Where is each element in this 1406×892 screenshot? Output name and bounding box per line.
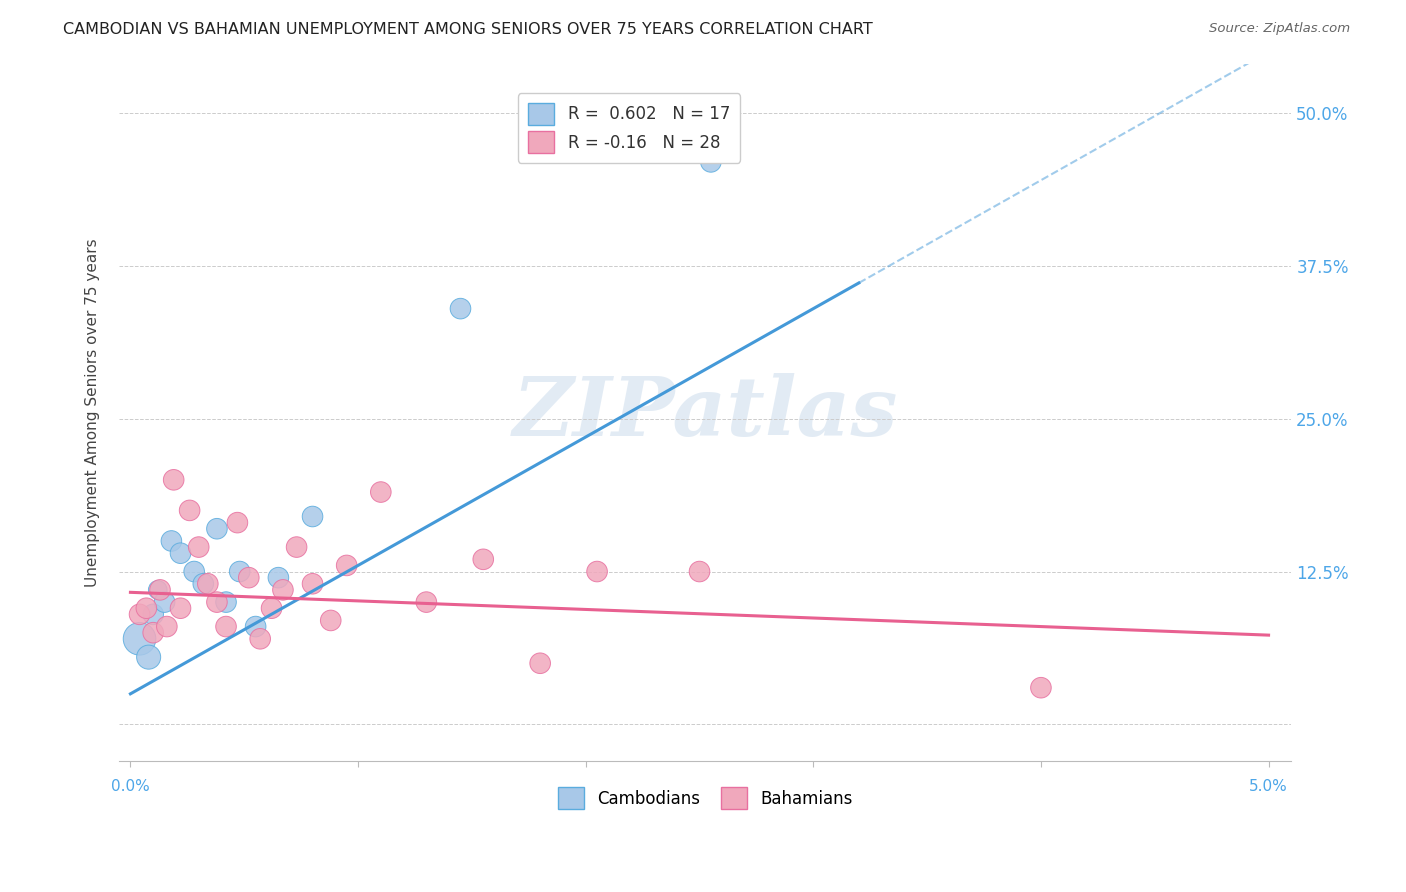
Point: [146, 582, 169, 597]
Legend: Cambodians, Bahamians: Cambodians, Bahamians: [551, 780, 859, 815]
Text: 0.0%: 0.0%: [111, 780, 150, 795]
Point: [689, 565, 711, 579]
Point: [153, 595, 176, 609]
Point: [319, 614, 342, 628]
Point: [285, 540, 308, 554]
Point: [529, 657, 551, 671]
Point: [205, 522, 228, 536]
Point: [238, 571, 260, 585]
Point: [700, 154, 723, 169]
Point: [301, 576, 323, 591]
Point: [301, 509, 323, 524]
Point: [128, 632, 150, 646]
Text: ZIPatlas: ZIPatlas: [512, 373, 898, 452]
Point: [169, 546, 191, 560]
Point: [128, 607, 150, 622]
Point: [215, 595, 238, 609]
Point: [215, 619, 238, 633]
Text: Source: ZipAtlas.com: Source: ZipAtlas.com: [1209, 22, 1350, 36]
Point: [336, 558, 359, 573]
Point: [169, 601, 191, 615]
Point: [415, 595, 437, 609]
Point: [260, 601, 283, 615]
Point: [271, 582, 294, 597]
Point: [135, 601, 157, 615]
Point: [187, 540, 209, 554]
Point: [249, 632, 271, 646]
Point: [267, 571, 290, 585]
Point: [586, 565, 609, 579]
Point: [160, 533, 183, 548]
Point: [142, 607, 165, 622]
Point: [156, 619, 179, 633]
Point: [197, 576, 219, 591]
Point: [1029, 681, 1052, 695]
Point: [245, 619, 267, 633]
Point: [472, 552, 495, 566]
Y-axis label: Unemployment Among Seniors over 75 years: Unemployment Among Seniors over 75 years: [86, 238, 100, 587]
Point: [193, 576, 215, 591]
Text: CAMBODIAN VS BAHAMIAN UNEMPLOYMENT AMONG SENIORS OVER 75 YEARS CORRELATION CHART: CAMBODIAN VS BAHAMIAN UNEMPLOYMENT AMONG…: [63, 22, 873, 37]
Point: [163, 473, 186, 487]
Point: [450, 301, 472, 316]
Point: [149, 582, 172, 597]
Text: 5.0%: 5.0%: [1249, 780, 1288, 795]
Point: [226, 516, 249, 530]
Point: [205, 595, 228, 609]
Point: [228, 565, 250, 579]
Point: [370, 485, 392, 500]
Point: [142, 625, 165, 640]
Point: [179, 503, 201, 517]
Point: [138, 650, 160, 665]
Point: [183, 565, 205, 579]
